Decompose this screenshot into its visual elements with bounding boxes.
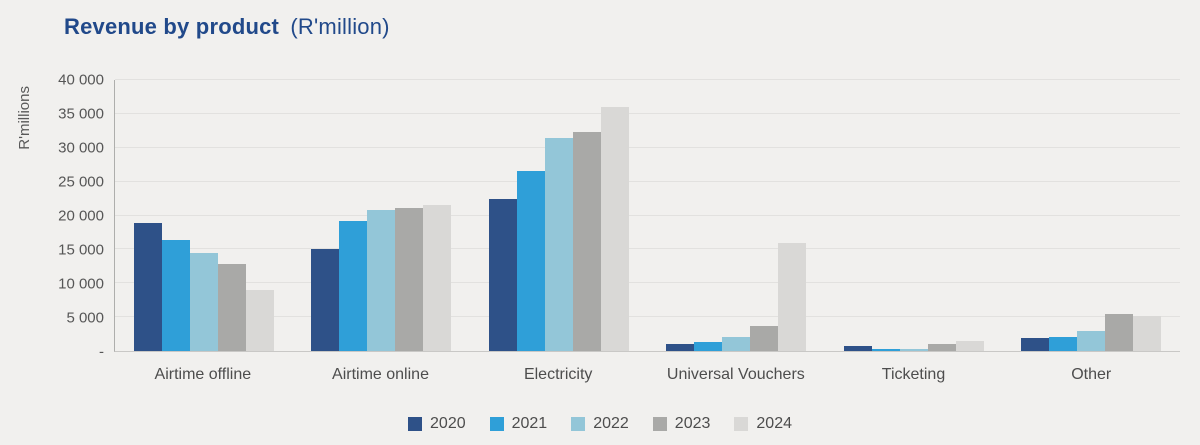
legend-label-2023: 2023 — [674, 415, 711, 432]
legend-item-2024: 2024 — [734, 415, 792, 433]
y-tick-label-25000: 25 000 — [58, 173, 104, 191]
gridline-15000 — [115, 248, 1180, 250]
bar-2024-universal-vouchers — [778, 243, 807, 351]
bar-2020-ticketing — [843, 346, 872, 351]
bar-2021-airtime-online — [339, 220, 368, 351]
bar-2024-ticketing — [955, 340, 984, 351]
gridline-20000 — [115, 214, 1180, 216]
gridline-25000 — [115, 180, 1180, 182]
legend-item-2023: 2023 — [652, 415, 711, 433]
gridline-40000 — [115, 79, 1180, 80]
bar-2021-airtime-offline — [161, 239, 190, 351]
bar-2022-other — [1077, 331, 1106, 351]
gridline-10000 — [115, 282, 1180, 284]
x-category-label-airtime-online: Airtime online — [332, 366, 429, 383]
legend-item-2020: 2020 — [408, 415, 466, 433]
x-axis-labels: Airtime offline Airtime online Electricity… — [114, 352, 1180, 384]
chart-title-main: Revenue by product — [64, 14, 280, 39]
bar-2021-ticketing — [871, 348, 900, 351]
y-axis-title-column: R'millions — [12, 80, 42, 352]
x-category-label-airtime-offline: Airtime offline — [154, 366, 252, 383]
legend-label-2020: 2020 — [430, 415, 466, 432]
y-tick-label-40000: 40 000 — [58, 71, 104, 89]
legend-swatch-2020 — [408, 417, 423, 431]
gridline-35000 — [115, 112, 1180, 114]
bar-group-other — [1003, 80, 1181, 351]
bar-2021-electricity — [516, 170, 545, 351]
bar-2022-universal-vouchers — [722, 337, 751, 351]
bar-group-airtime-online — [293, 80, 471, 351]
bar-2021-other — [1049, 336, 1078, 351]
bar-2023-ticketing — [927, 343, 956, 351]
bar-2022-airtime-online — [367, 210, 396, 351]
x-category-label-universal-vouchers: Universal Vouchers — [666, 366, 805, 383]
bar-2020-airtime-offline — [133, 222, 162, 351]
bar-2021-universal-vouchers — [694, 341, 723, 351]
bar-2023-airtime-online — [395, 208, 424, 351]
y-tick-label-35000: 35 000 — [58, 105, 104, 123]
gridline-30000 — [115, 146, 1180, 148]
chart-title-unit: (R'million) — [290, 14, 390, 39]
bar-chart: R'millions - 5 000 10 000 15 000 20 000 25 00… — [12, 72, 1180, 384]
bar-2023-airtime-offline — [217, 264, 246, 351]
plot-area — [114, 79, 1180, 352]
x-category-label-other: Other — [1071, 366, 1112, 383]
y-tick-label-15000: 15 000 — [58, 241, 104, 259]
bar-groups — [115, 80, 1180, 351]
bar-2023-universal-vouchers — [750, 325, 779, 351]
legend-swatch-2022 — [571, 417, 586, 431]
y-tick-label-0: - — [99, 343, 104, 361]
bar-group-universal-vouchers — [648, 80, 826, 351]
bar-2020-airtime-online — [311, 249, 340, 351]
bar-group-airtime-offline — [115, 80, 293, 351]
legend-label-2022: 2022 — [593, 415, 629, 432]
bar-2022-electricity — [544, 138, 573, 351]
bar-2022-airtime-offline — [189, 253, 218, 351]
y-axis-title: R'millions — [16, 86, 33, 150]
bar-2024-other — [1133, 316, 1162, 351]
bar-group-ticketing — [825, 80, 1003, 351]
x-category-label-ticketing: Ticketing — [881, 366, 946, 383]
bar-2020-universal-vouchers — [666, 344, 695, 351]
bar-2024-airtime-offline — [245, 290, 274, 351]
legend-swatch-2024 — [734, 417, 749, 431]
x-category-label-electricity: Electricity — [523, 366, 593, 383]
bar-2022-ticketing — [899, 348, 928, 351]
y-tick-label-20000: 20 000 — [58, 207, 104, 225]
y-tick-label-5000: 5 000 — [66, 309, 104, 327]
bar-group-electricity — [470, 80, 648, 351]
bar-2023-electricity — [572, 131, 601, 351]
y-axis-ticks: - 5 000 10 000 15 000 20 000 25 000 30 000 35 0… — [42, 72, 114, 361]
legend-item-2021: 2021 — [489, 415, 548, 433]
chart-title: Revenue by product (R'million) — [64, 14, 390, 40]
legend-swatch-2023 — [652, 417, 667, 431]
legend-swatch-2021 — [489, 417, 504, 431]
legend-label-2021: 2021 — [511, 415, 548, 432]
legend: 2020 2021 2022 2023 2024 — [0, 415, 1200, 433]
legend-item-2022: 2022 — [571, 415, 629, 433]
legend-label-2024: 2024 — [756, 415, 792, 432]
bar-2024-airtime-online — [423, 204, 452, 351]
bar-2023-other — [1105, 314, 1134, 351]
bar-2024-electricity — [600, 107, 629, 351]
y-tick-label-30000: 30 000 — [58, 139, 104, 157]
gridline-5000 — [115, 316, 1180, 318]
bar-2020-electricity — [488, 198, 517, 351]
y-tick-label-10000: 10 000 — [58, 275, 104, 293]
bar-2020-other — [1021, 338, 1050, 351]
